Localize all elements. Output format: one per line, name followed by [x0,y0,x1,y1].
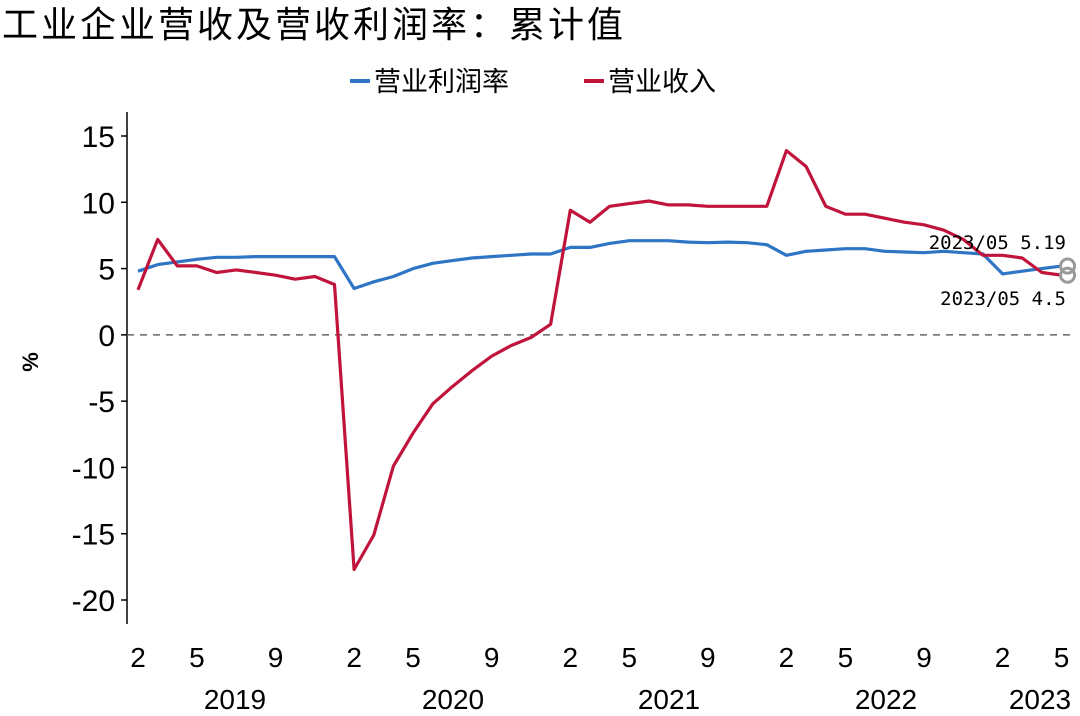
y-tick-label: 15 [82,121,115,154]
chart-series-group [136,149,1062,572]
chart-title: 工业企业营收及营收利润率：累计值 [2,5,627,46]
x-tick-label: 9 [484,642,500,673]
chart-annotations: 2023/05 5.19 2023/05 4.5 [929,232,1077,310]
y-tick-label: 10 [82,187,115,220]
x-tick-label: 5 [838,642,854,673]
y-axis-label: % [18,352,43,372]
y-tick-label: -20 [72,585,115,618]
annotation-label: 2023/05 4.5 [940,288,1066,310]
legend-label: 营业收入 [608,67,716,98]
x-tick-label: 2 [779,642,795,673]
x-year-label: 2022 [855,684,917,715]
x-tick-label: 2 [995,642,1011,673]
series-line [136,149,1062,572]
x-tick-label: 9 [268,642,284,673]
y-tick-label: -15 [72,519,115,552]
x-tick-label: 2 [130,642,146,673]
annotation-marker [1059,257,1077,275]
x-tick-label: 9 [916,642,932,673]
y-tick-label: -10 [72,452,115,485]
chart-legend: 营业利润率 营业收入 [350,67,716,98]
annotation-label: 2023/05 5.19 [929,232,1066,254]
x-tick-label: 9 [700,642,716,673]
legend-label: 营业利润率 [374,67,509,98]
series-line [137,239,1062,291]
annotation-marker [1059,266,1077,284]
x-year-label: 2021 [638,684,700,715]
x-tick-label: 2 [346,642,362,673]
y-tick-label: 0 [98,320,115,353]
x-year-label: 2019 [204,684,266,715]
x-year-label: 2023 [1009,684,1071,715]
x-tick-label: 5 [621,642,637,673]
chart-axes: 15 10 5 0 -5 -10 -15 -20% 2 5 9 2 5 9 2 5 9 2 5 9 2 5 2019 2020… [18,112,1075,715]
x-tick-label: 5 [1054,642,1070,673]
x-year-label: 2020 [422,684,484,715]
x-tick-label: 5 [189,642,205,673]
x-tick-label: 5 [405,642,421,673]
x-tick-label: 2 [563,642,579,673]
y-tick-label: 5 [98,254,115,287]
y-tick-label: -5 [88,386,115,419]
